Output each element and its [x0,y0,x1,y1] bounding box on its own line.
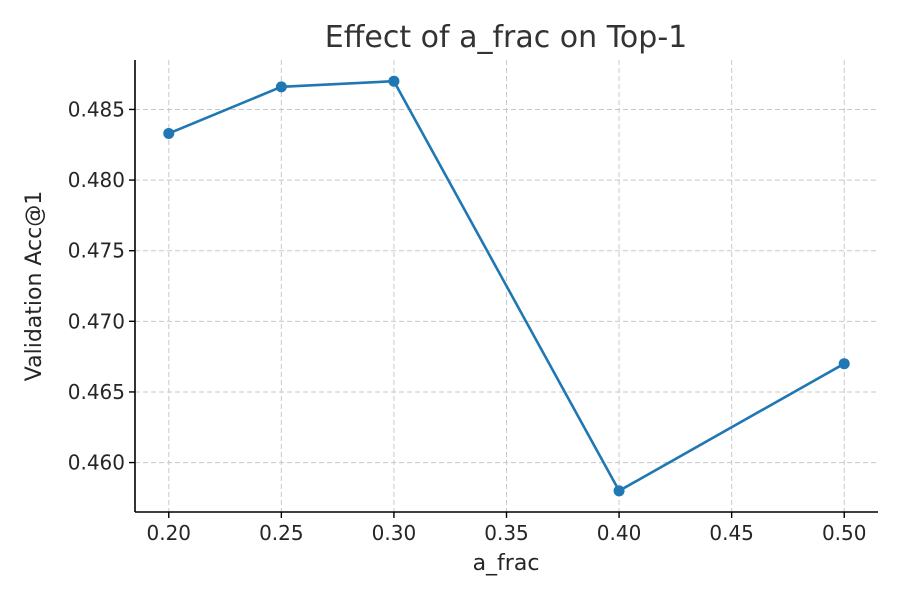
x-tick-label: 0.35 [484,521,529,545]
x-ticks: 0.20 0.25 0.30 0.35 0.40 0.45 0.50 [147,512,867,545]
y-tick-label: 0.475 [68,239,125,263]
y-tick-label: 0.465 [68,380,125,404]
y-ticks: 0.460 0.465 0.470 0.475 0.480 0.485 [68,97,135,475]
data-point [275,81,287,93]
x-tick-label: 0.50 [822,521,867,545]
y-tick-label: 0.470 [68,309,125,333]
chart-title: Effect of a_frac on Top-1 [325,20,687,55]
x-tick-label: 0.45 [709,521,754,545]
data-point [613,485,625,497]
y-tick-label: 0.460 [68,451,125,475]
x-axis-label: a_frac [473,551,540,576]
y-axis-label: Validation Acc@1 [22,191,47,381]
x-tick-label: 0.25 [259,521,304,545]
series [163,75,850,497]
x-tick-label: 0.20 [147,521,192,545]
data-point [838,358,850,370]
y-tick-label: 0.480 [68,168,125,192]
grid [135,60,878,512]
data-point [388,75,400,87]
data-point [163,127,175,139]
y-tick-label: 0.485 [68,97,125,121]
x-tick-label: 0.40 [597,521,642,545]
x-tick-label: 0.30 [372,521,417,545]
